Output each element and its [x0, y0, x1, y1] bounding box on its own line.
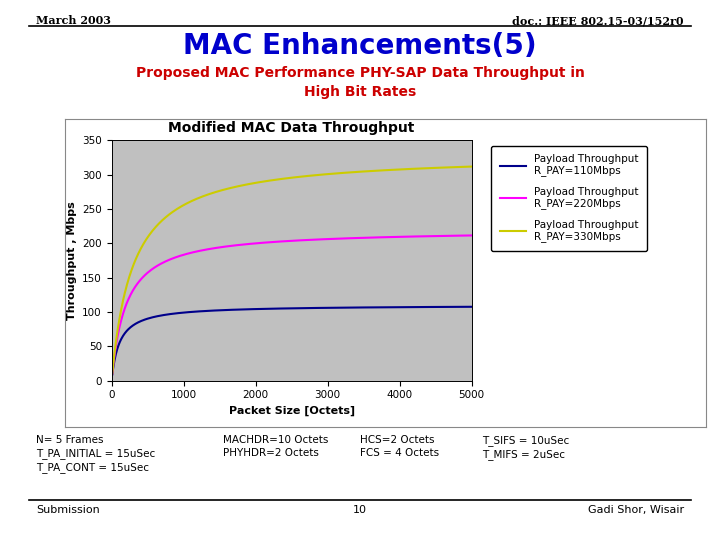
Text: doc.: IEEE 802.15-03/152r0: doc.: IEEE 802.15-03/152r0 [513, 15, 684, 26]
Text: Proposed MAC Performance PHY-SAP Data Throughput in
High Bit Rates: Proposed MAC Performance PHY-SAP Data Th… [135, 66, 585, 99]
Legend: Payload Throughput
R_PAY=110Mbps, Payload Throughput
R_PAY=220Mbps, Payload Thro: Payload Throughput R_PAY=110Mbps, Payloa… [491, 146, 647, 251]
Text: N= 5 Frames
T_PA_INITIAL = 15uSec
T_PA_CONT = 15uSec: N= 5 Frames T_PA_INITIAL = 15uSec T_PA_C… [36, 435, 156, 473]
Text: MACHDR=10 Octets
PHYHDR=2 Octets: MACHDR=10 Octets PHYHDR=2 Octets [223, 435, 328, 458]
Text: Gadi Shor, Wisair: Gadi Shor, Wisair [588, 505, 684, 515]
Text: T_SIFS = 10uSec
T_MIFS = 2uSec: T_SIFS = 10uSec T_MIFS = 2uSec [482, 435, 570, 460]
Y-axis label: Throughput , Mbps: Throughput , Mbps [66, 201, 76, 320]
X-axis label: Packet Size [Octets]: Packet Size [Octets] [228, 406, 355, 416]
Text: HCS=2 Octets
FCS = 4 Octets: HCS=2 Octets FCS = 4 Octets [360, 435, 439, 458]
Text: Submission: Submission [36, 505, 100, 515]
Text: MAC Enhancements(5): MAC Enhancements(5) [183, 32, 537, 60]
Text: 10: 10 [353, 505, 367, 515]
Text: March 2003: March 2003 [36, 15, 111, 26]
Title: Modified MAC Data Throughput: Modified MAC Data Throughput [168, 121, 415, 135]
